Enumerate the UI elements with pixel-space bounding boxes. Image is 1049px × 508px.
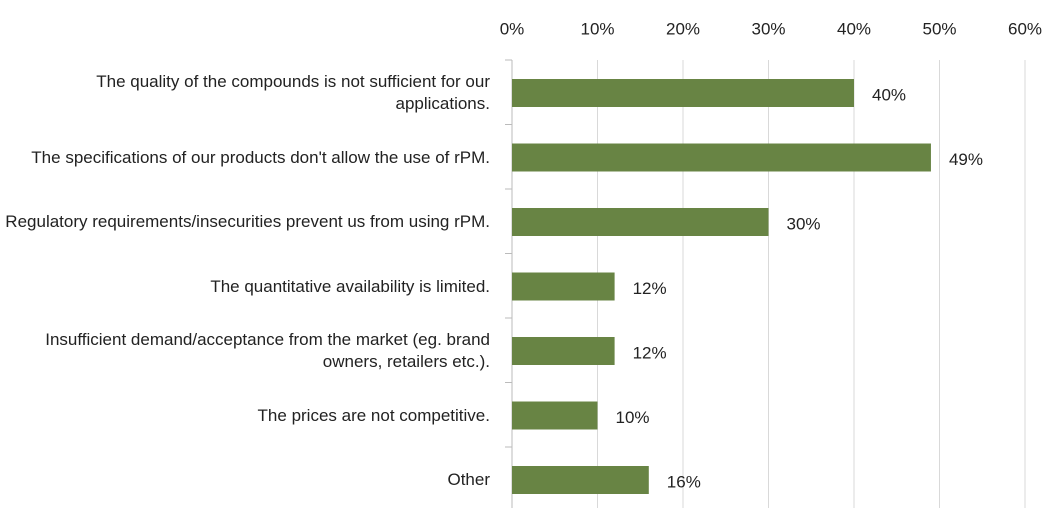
x-tick-label: 40% bbox=[837, 19, 871, 38]
x-tick-label: 20% bbox=[666, 19, 700, 38]
value-label: 40% bbox=[872, 85, 906, 104]
category-label: Insufficient demand/acceptance from the … bbox=[45, 330, 490, 371]
category-label: The prices are not competitive. bbox=[257, 405, 490, 425]
bar bbox=[512, 401, 598, 430]
category-label: Regulatory requirements/insecurities pre… bbox=[5, 212, 490, 231]
x-tick-label: 60% bbox=[1008, 19, 1042, 38]
value-label: 10% bbox=[616, 408, 650, 427]
category-label: The specifications of our products don't… bbox=[31, 147, 490, 167]
value-label: 12% bbox=[633, 343, 667, 362]
x-tick-label: 0% bbox=[500, 19, 525, 38]
value-label: 49% bbox=[949, 150, 983, 169]
category-label: The quantitative availability is limited… bbox=[210, 276, 490, 296]
value-label: 30% bbox=[787, 214, 821, 233]
x-tick-label: 10% bbox=[580, 19, 614, 38]
x-tick-label: 50% bbox=[922, 19, 956, 38]
bar bbox=[512, 79, 854, 107]
category-label: Other bbox=[447, 470, 490, 489]
bar bbox=[512, 208, 769, 236]
bar bbox=[512, 466, 649, 494]
bar bbox=[512, 337, 615, 365]
value-label: 16% bbox=[667, 472, 701, 491]
value-label: 12% bbox=[633, 279, 667, 298]
category-label: The quality of the compounds is not suff… bbox=[96, 72, 490, 113]
x-tick-label: 30% bbox=[751, 19, 785, 38]
bar bbox=[512, 143, 931, 172]
bar bbox=[512, 272, 615, 301]
